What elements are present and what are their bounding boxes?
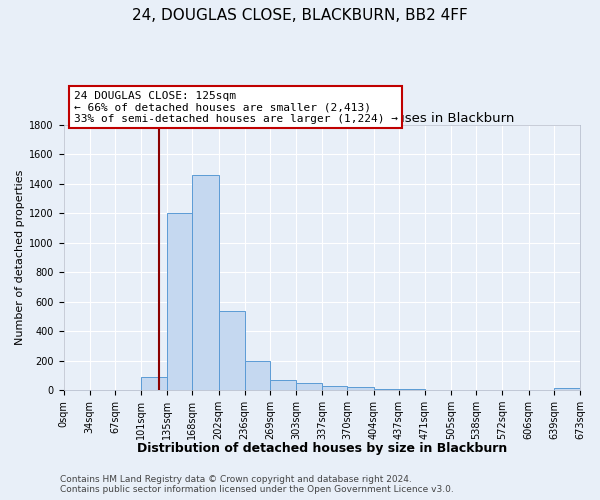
Bar xyxy=(193,175,218,390)
Bar xyxy=(322,386,347,390)
Bar xyxy=(141,377,167,390)
Text: 24, DOUGLAS CLOSE, BLACKBURN, BB2 4FF: 24, DOUGLAS CLOSE, BLACKBURN, BB2 4FF xyxy=(132,8,468,22)
Title: Size of property relative to detached houses in Blackburn: Size of property relative to detached ho… xyxy=(130,112,514,125)
Bar xyxy=(374,388,399,390)
Bar xyxy=(245,360,270,390)
Bar xyxy=(167,214,193,390)
Bar xyxy=(347,387,374,390)
Text: 24 DOUGLAS CLOSE: 125sqm
← 66% of detached houses are smaller (2,413)
33% of sem: 24 DOUGLAS CLOSE: 125sqm ← 66% of detach… xyxy=(74,90,398,124)
X-axis label: Distribution of detached houses by size in Blackburn: Distribution of detached houses by size … xyxy=(137,442,507,455)
Y-axis label: Number of detached properties: Number of detached properties xyxy=(15,170,25,345)
Bar xyxy=(270,380,296,390)
Text: Contains HM Land Registry data © Crown copyright and database right 2024.
Contai: Contains HM Land Registry data © Crown c… xyxy=(60,474,454,494)
Bar xyxy=(218,310,245,390)
Bar xyxy=(296,384,322,390)
Bar xyxy=(554,388,580,390)
